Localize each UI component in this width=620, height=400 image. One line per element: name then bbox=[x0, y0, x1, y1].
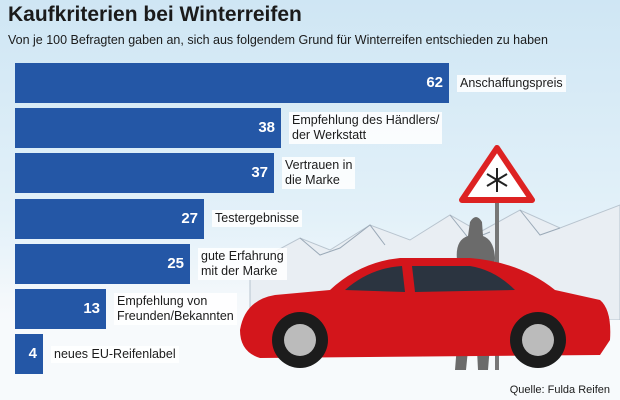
value-label: 62 bbox=[426, 74, 443, 91]
category-label: Anschaffungspreis bbox=[457, 74, 566, 92]
bar bbox=[15, 63, 449, 103]
bar bbox=[15, 198, 204, 239]
bar bbox=[15, 243, 190, 284]
category-label: neues EU-Reifenlabel bbox=[51, 345, 179, 363]
chart-title: Kaufkriterien bei Winterreifen bbox=[8, 3, 302, 26]
value-label: 27 bbox=[181, 209, 198, 227]
category-label: Empfehlung des Händlers/ der Werkstatt bbox=[289, 112, 443, 145]
bar bbox=[15, 289, 106, 329]
category-label: Empfehlung von Freunden/Bekannten bbox=[114, 293, 237, 325]
category-label: Testergebnisse bbox=[212, 210, 303, 228]
value-label: 38 bbox=[258, 119, 275, 137]
category-label: gute Erfahrung mit der Marke bbox=[198, 247, 287, 280]
bar bbox=[15, 108, 281, 149]
bar bbox=[15, 153, 274, 194]
source-note: Quelle: Fulda Reifen bbox=[509, 384, 610, 396]
category-label: Vertrauen in die Marke bbox=[282, 157, 356, 190]
value-label: 4 bbox=[28, 345, 37, 363]
value-label: 13 bbox=[83, 300, 100, 317]
value-label: 25 bbox=[167, 254, 184, 272]
value-label: 37 bbox=[251, 164, 268, 182]
bar bbox=[15, 334, 43, 375]
chart-subtitle: Von je 100 Befragten gaben an, sich aus … bbox=[8, 33, 548, 47]
